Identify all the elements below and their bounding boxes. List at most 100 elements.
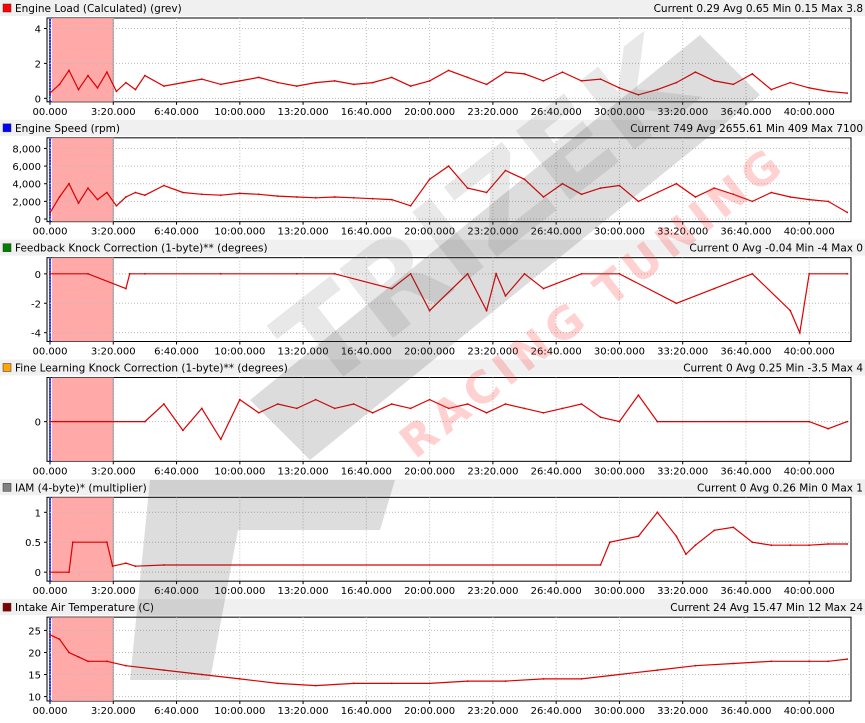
data-point <box>751 200 754 203</box>
data-point <box>485 309 488 312</box>
cursor-line[interactable] <box>49 137 51 222</box>
x-tick-label: 30:00.000 <box>594 107 645 118</box>
selection-region[interactable] <box>52 257 114 342</box>
data-point <box>111 565 114 568</box>
x-tick-label: 40:00.000 <box>784 706 835 717</box>
x-tick-label: 26:40.000 <box>531 347 582 358</box>
cursor-line[interactable] <box>49 18 51 102</box>
data-point <box>523 73 526 75</box>
data-point <box>485 411 488 414</box>
data-point <box>542 411 545 414</box>
data-point <box>238 192 241 195</box>
cursor-line[interactable] <box>49 497 51 582</box>
x-tick-label: 30:00.000 <box>594 706 645 717</box>
x-tick-label: 10:00.000 <box>214 227 265 238</box>
x-tick-label: 10:00.000 <box>214 466 265 477</box>
chart-header <box>0 0 865 16</box>
plot-area[interactable] <box>46 377 852 462</box>
plot-area[interactable] <box>46 17 852 103</box>
data-point <box>390 682 393 685</box>
y-tick-label: 20 <box>28 648 41 659</box>
x-tick-label: 13:20.000 <box>278 107 329 118</box>
y-tick-label: 4,000 <box>12 180 41 191</box>
x-tick-label: 30:00.000 <box>594 466 645 477</box>
data-point <box>542 678 545 680</box>
data-point <box>637 394 640 396</box>
data-point <box>352 83 355 86</box>
data-point <box>827 543 830 545</box>
plot-area[interactable] <box>46 496 852 582</box>
data-point <box>523 272 526 275</box>
data-point <box>200 407 203 410</box>
data-point <box>144 194 146 197</box>
data-point <box>257 76 260 79</box>
data-point <box>276 682 279 685</box>
cursor-line[interactable] <box>49 257 51 342</box>
data-point <box>599 564 602 566</box>
x-tick-label: 20:00.000 <box>404 107 455 118</box>
y-tick-label: 0 <box>35 94 41 105</box>
data-point <box>58 638 61 641</box>
x-tick-label: 40:00.000 <box>784 466 835 477</box>
data-point <box>163 85 165 87</box>
x-tick-label: 36:40.000 <box>720 347 771 358</box>
x-tick-label: 36:40.000 <box>720 706 771 717</box>
data-point <box>295 407 298 410</box>
plot-area[interactable] <box>46 616 852 702</box>
data-point <box>656 420 659 423</box>
data-point <box>637 535 640 538</box>
chart-header <box>0 479 865 496</box>
cursor-line[interactable] <box>49 617 51 701</box>
x-tick-label: 3:20.000 <box>91 706 136 717</box>
data-point <box>238 398 241 401</box>
data-point <box>770 88 773 91</box>
data-point <box>599 187 602 190</box>
selection-region[interactable] <box>52 18 114 102</box>
x-tick-label: 3:20.000 <box>91 107 136 118</box>
plot-area[interactable] <box>46 137 852 223</box>
x-tick-label: 3:20.000 <box>91 227 136 238</box>
data-point <box>618 87 621 89</box>
chart-stats: Current 0 Avg 0.25 Min -3.5 Max 4 <box>683 363 863 375</box>
selection-region[interactable] <box>52 377 114 462</box>
x-tick-label: 3:20.000 <box>91 466 136 477</box>
data-point <box>561 71 564 73</box>
x-tick-label: 36:40.000 <box>720 466 771 477</box>
x-tick-label: 36:40.000 <box>720 227 771 238</box>
x-tick-label: 20:00.000 <box>404 347 455 358</box>
plot-area[interactable] <box>46 257 852 342</box>
x-tick-label: 13:20.000 <box>278 586 329 597</box>
cursor-line[interactable] <box>49 377 51 462</box>
data-point <box>447 69 450 72</box>
data-point <box>409 272 412 275</box>
chart-header <box>0 599 865 616</box>
data-point <box>134 565 137 568</box>
data-point <box>466 272 469 275</box>
x-tick-label: 00.000 <box>33 347 68 358</box>
x-tick-label: 00.000 <box>33 466 68 477</box>
data-point <box>846 211 849 214</box>
data-point <box>125 562 127 565</box>
data-point <box>798 331 801 334</box>
data-point <box>125 664 127 667</box>
x-tick-label: 13:20.000 <box>278 706 329 717</box>
data-point <box>846 92 849 94</box>
data-point <box>219 194 222 197</box>
data-point <box>713 529 716 532</box>
data-point <box>371 81 374 84</box>
data-point <box>115 204 118 207</box>
x-tick-label: 3:20.000 <box>91 586 136 597</box>
y-tick-label: 0 <box>35 568 41 579</box>
selection-region[interactable] <box>52 137 114 222</box>
data-point <box>87 660 89 663</box>
y-tick-label: 25 <box>28 626 41 637</box>
data-point <box>333 80 336 82</box>
data-point <box>466 76 469 79</box>
data-point <box>789 309 792 312</box>
selection-region[interactable] <box>52 497 114 582</box>
data-point <box>333 272 336 275</box>
x-tick-label: 16:40.000 <box>341 227 392 238</box>
data-point <box>504 680 507 682</box>
data-point <box>561 407 564 410</box>
